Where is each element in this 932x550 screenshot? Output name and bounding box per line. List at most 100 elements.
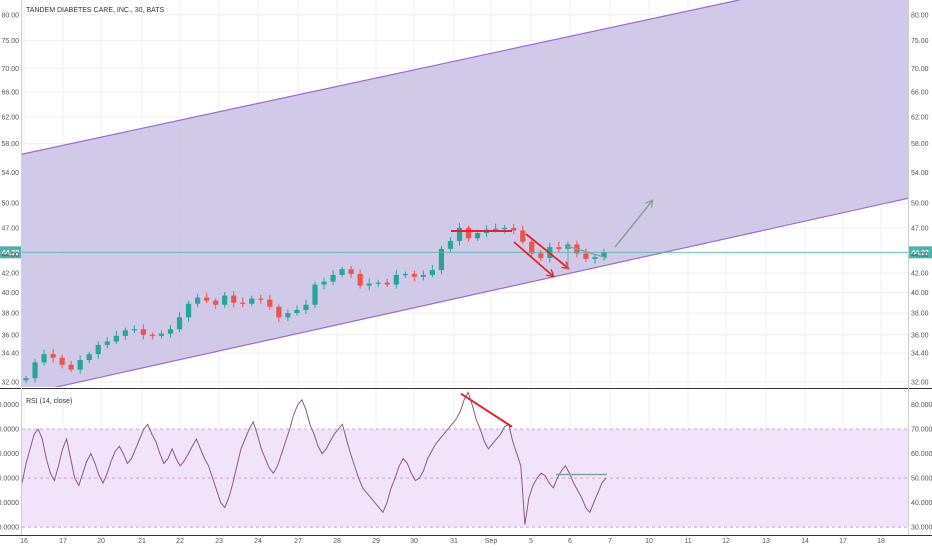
x-tick-label: 13: [762, 538, 770, 545]
rsi-y-tick-left: 50.0000: [0, 476, 19, 483]
candle-body: [583, 253, 589, 259]
x-tick-label: 27: [294, 538, 302, 545]
rsi-y-tick-right: 30.0000: [911, 525, 932, 532]
x-tick-label: 22: [176, 538, 184, 545]
x-tick-label: 17: [59, 538, 67, 545]
candle-body: [502, 227, 508, 230]
y-tick-label-left: 58.00: [1, 141, 19, 148]
x-tick-label: 17: [839, 538, 847, 545]
y-tick-label-left: 62.00: [1, 114, 19, 121]
triangle-upper-line: [566, 245, 608, 259]
candle-body: [95, 344, 101, 355]
y-tick-label-left: 44.00: [1, 252, 19, 259]
y-tick-label-left: 40.00: [1, 290, 19, 297]
y-tick-label-right: 36.00: [911, 332, 929, 339]
x-tick-label: 12: [722, 538, 730, 545]
candle-body: [438, 248, 445, 271]
candle-body: [113, 335, 119, 342]
candle-body: [59, 357, 65, 365]
candle-body: [204, 297, 210, 301]
candle-body: [32, 362, 38, 379]
x-tick-label: 7: [608, 538, 612, 545]
y-tick-label-right: 44.00: [911, 252, 929, 259]
candle-body: [267, 299, 273, 307]
candle-body: [303, 304, 309, 310]
rsi-y-tick-left: 40.0000: [0, 500, 19, 507]
price-label-right-bg: [908, 246, 932, 259]
candle-body: [592, 257, 598, 259]
candle-body: [465, 227, 472, 239]
rsi-y-tick-right: 60.0000: [911, 451, 932, 458]
x-tick-label: 21: [138, 538, 146, 545]
x-tick-label: 28: [333, 538, 341, 545]
candle-body: [511, 227, 517, 231]
y-tick-label-left: 34.40: [1, 350, 19, 357]
y-tick-label-left: 38.00: [1, 311, 19, 318]
y-tick-label-left: 32.00: [1, 379, 19, 386]
candle-body: [276, 306, 282, 318]
candle-body: [294, 309, 300, 314]
chart-title: TANDEM DIABETES CARE, INC., 30, BATS: [26, 7, 165, 14]
rsi-y-tick-left: 80.0000: [0, 402, 19, 409]
y-tick-label-left: 36.00: [1, 332, 19, 339]
y-tick-label-left: 70.00: [1, 66, 19, 73]
x-tick-label: 24: [254, 538, 262, 545]
candle-body: [140, 329, 147, 335]
candle-body: [420, 274, 426, 277]
y-tick-label-right: 40.00: [911, 290, 929, 297]
x-tick-label: 5: [529, 538, 533, 545]
x-tick-label: 16: [20, 538, 28, 545]
candle-body: [538, 253, 544, 258]
rsi-y-tick-right: 80.0000: [911, 402, 932, 409]
rsi-y-tick-left: 60.0000: [0, 451, 19, 458]
y-tick-label-right: 50.00: [911, 201, 929, 208]
falling-arrow-2: [513, 241, 553, 276]
rsi-divergence-line: [460, 392, 513, 428]
y-tick-label-right: 34.40: [911, 350, 929, 357]
candle-body: [366, 283, 372, 286]
candle-body: [158, 333, 165, 336]
channel-lower-line: [53, 197, 908, 387]
price-label-right: 44.22: [911, 250, 929, 257]
rsi-panel: [21, 391, 908, 528]
candle-body: [249, 298, 255, 304]
candle-body: [167, 329, 174, 334]
y-tick-label-left: 54.00: [1, 170, 19, 177]
y-tick-label-right: 54.00: [911, 170, 929, 177]
falling-arrow-1: [525, 233, 568, 268]
candle-body: [213, 300, 219, 305]
y-tick-label-right: 32.00: [911, 379, 929, 386]
candle-body: [86, 354, 92, 361]
candle-body: [601, 252, 607, 258]
y-tick-label-right: 47.00: [911, 225, 929, 232]
candle-body: [384, 282, 390, 285]
x-tick-label: 23: [215, 538, 223, 545]
rsi-y-tick-left: 30.0000: [0, 525, 19, 532]
x-tick-label: 6: [568, 538, 572, 545]
candle-body: [339, 269, 345, 275]
candle-body: [131, 329, 137, 331]
candle-body: [357, 273, 363, 286]
y-tick-label-left: 75.00: [1, 38, 19, 45]
candle-body: [50, 354, 56, 358]
candle-body: [348, 269, 354, 274]
y-tick-label-right: 42.00: [911, 270, 929, 277]
drawing-annotations: [451, 201, 652, 276]
x-tick-label: 20: [97, 538, 105, 545]
candle-body: [447, 240, 454, 249]
price-label-left: 44.22: [2, 250, 20, 257]
y-tick-label-right: 80.00: [911, 12, 929, 19]
rsi-title: RSI (14, close): [26, 398, 72, 405]
y-tick-label-right: 38.00: [911, 311, 929, 318]
regression-channel: [22, 0, 908, 387]
candle-body: [122, 330, 128, 336]
candle-body: [68, 364, 74, 370]
candle-body: [258, 298, 264, 300]
y-tick-label-left: 50.00: [1, 201, 19, 208]
candle-body: [312, 284, 318, 305]
candle-body: [240, 302, 246, 304]
breakout-up-arrow: [614, 201, 652, 248]
candle-body: [393, 274, 399, 285]
y-tick-label-right: 62.00: [911, 114, 929, 121]
